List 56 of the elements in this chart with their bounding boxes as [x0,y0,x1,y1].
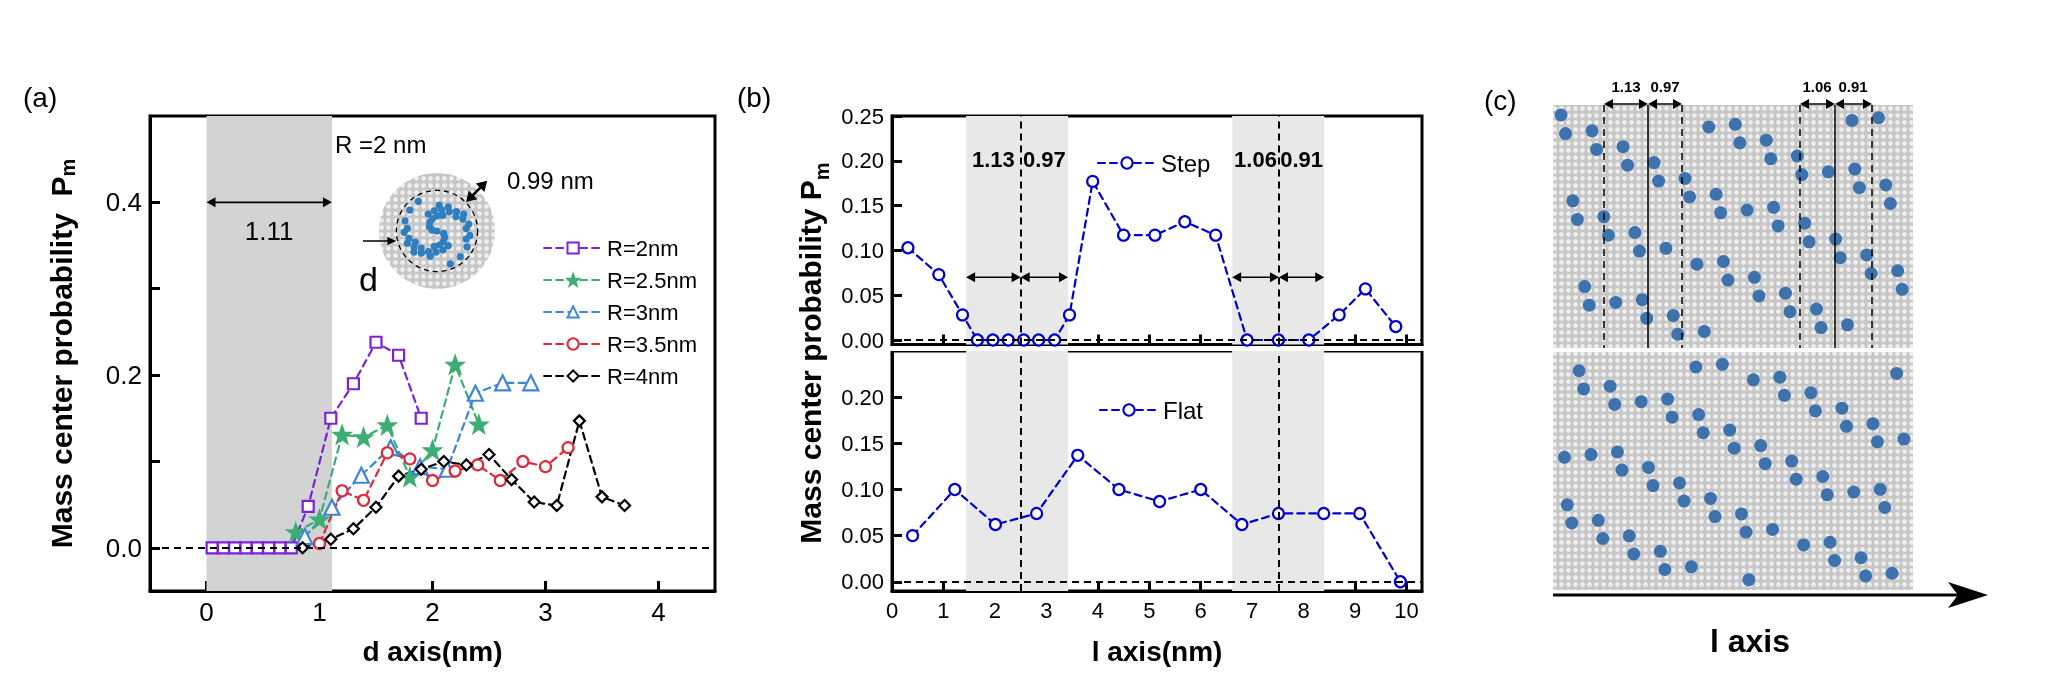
legend-label: Flat [1163,396,1204,424]
y-tick-label: 0.10 [841,237,884,263]
text: (c) [1484,85,1517,116]
y-tick-label: 0.00 [841,569,884,595]
y-tick-label: 0.20 [841,384,884,410]
legend-label: R=4nm [607,363,679,389]
x-tick-label: 7 [1246,597,1259,623]
legend-label: R=2.5nm [607,267,698,293]
x-tick-label: 0 [199,597,214,627]
x-tick-label: 2 [988,597,1002,623]
text: l axis [1709,623,1791,659]
x-tick-label: 6 [1194,597,1207,623]
x-tick-label: 0 [885,597,899,623]
x-tick-label: 4 [1091,597,1104,623]
legend-label: Step [1161,149,1211,177]
x-axis-title: l axis(nm) [1091,635,1223,667]
annotation: 0.97 [1022,146,1066,172]
annotation: 1.13 [971,146,1015,172]
y-tick-label: 0.25 [841,103,884,129]
y-tick-label: 0.00 [841,327,884,353]
x-axis-title: d axis(nm) [362,635,503,667]
annotation: R =2 nm [335,131,427,158]
x-tick-label: 1 [312,597,327,627]
text: 0.91 [1838,78,1868,95]
chart-title: (a) [23,81,58,113]
legend-label: R=3.5nm [607,331,698,357]
legend-label: R=2nm [607,235,679,261]
x-tick-label: 5 [1143,597,1156,623]
chart-title: (b) [737,81,772,113]
y-tick-label: 0.10 [841,476,884,502]
x-tick-label: 3 [538,597,553,627]
y-tick-label: 0.2 [105,360,142,391]
legend-label: R=3nm [607,299,679,325]
annotation: 0.91 [1280,146,1324,172]
y-tick-label: 0.05 [841,523,884,549]
x-tick-label: 8 [1297,597,1310,623]
x-tick-label: 10 [1394,597,1419,623]
x-tick-label: 3 [1040,597,1053,623]
annotation: 1.11 [244,215,294,246]
text: 1.13 [1611,78,1641,95]
text: 1.06 [1802,78,1832,95]
x-tick-label: 2 [425,597,440,627]
annotation: d [359,260,378,298]
annotation: 0.99 nm [507,167,594,194]
text: 0.97 [1650,78,1680,95]
x-tick-label: 1 [937,597,950,623]
x-tick-label: 9 [1348,597,1362,623]
y-tick-label: 0.4 [105,187,142,218]
y-tick-label: 0.15 [841,430,884,456]
x-tick-label: 4 [651,597,666,627]
y-tick-label: 0.0 [105,532,142,563]
y-axis-title: Mass center probability Pm [44,158,79,549]
y-tick-label: 0.15 [841,193,884,219]
y-tick-label: 0.05 [841,282,884,308]
annotation: 1.06 [1234,146,1277,172]
y-tick-label: 0.20 [841,148,884,174]
